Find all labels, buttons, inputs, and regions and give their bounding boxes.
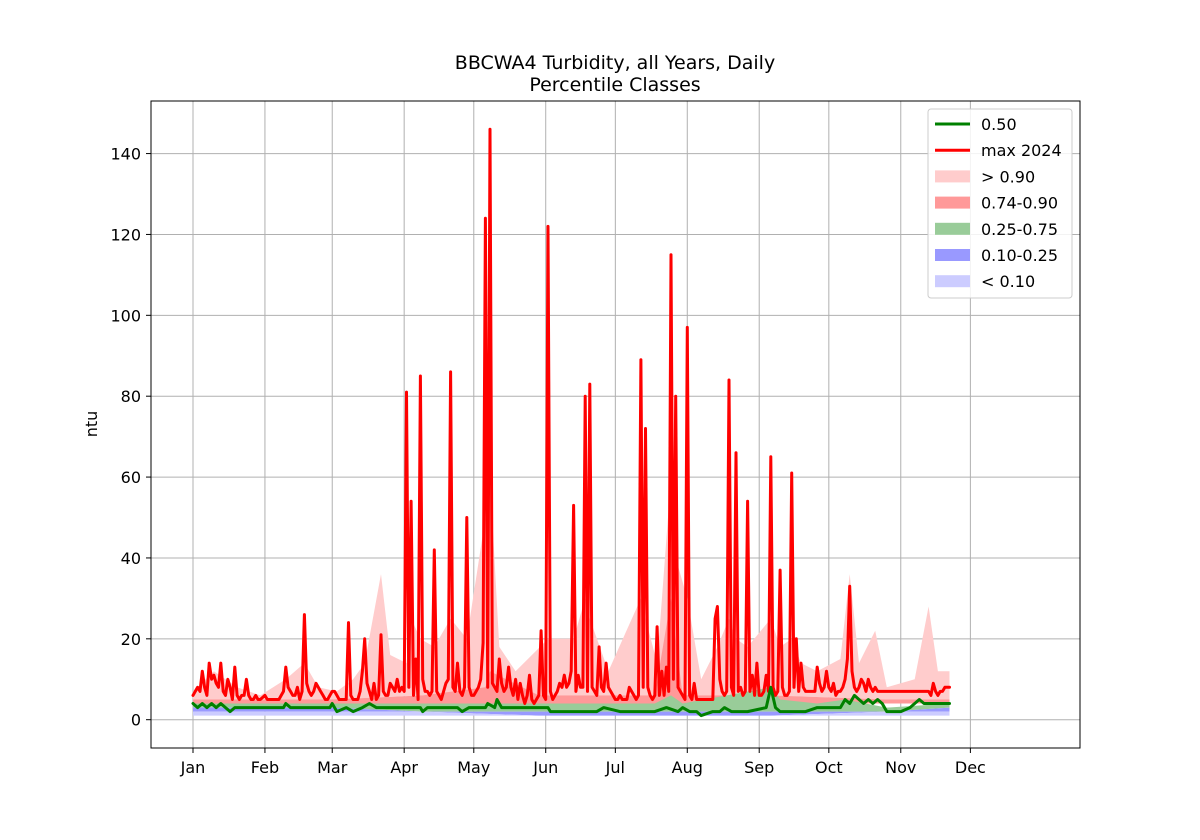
series-line-0-50 [191,685,951,718]
legend-label-0-74-0-90: 0.74-0.90 [981,194,1058,213]
x-tick-label-aug: Aug [672,758,703,777]
y-tick-label-140: 140 [110,145,141,164]
legend-label-max-2024: max 2024 [981,141,1062,160]
plot-frame [150,100,1081,749]
chart-title: BBCWA4 Turbidity, all Years, Daily [455,52,775,74]
x-tick-label-jun: Jun [532,758,558,777]
legend-label-0-90: > 0.90 [981,167,1035,186]
x-tick-label-may: May [457,758,490,777]
x-tick-label-jan: Jan [180,758,206,777]
legend-label-0-25-0-75: 0.25-0.75 [981,220,1058,239]
grid-lines [151,101,1080,748]
y-tick-label-40: 40 [121,549,141,568]
legend-swatch-0-10 [935,275,970,288]
x-tick-label-apr: Apr [390,758,418,777]
legend-swatch-0-90 [935,170,970,183]
y-tick-label-100: 100 [110,306,141,325]
legend: 0.50 max 2024 > 0.90 0.74-0.90 0.25-0.75 0.10… [927,108,1073,299]
y-tick-label-80: 80 [121,387,141,406]
legend-label-0-50: 0.50 [981,115,1017,134]
x-tick-label-mar: Mar [317,758,348,777]
y-tick-label-60: 60 [121,468,141,487]
legend-swatch-0-10-0-25 [935,249,970,261]
legend-label-0-10: < 0.10 [981,272,1035,291]
chart-subtitle: Percentile Classes [529,74,700,96]
axis-ticks: Jan Feb Mar Apr May Jun Jul Aug Sep Oct Nov Dec 0 20 4… [110,145,985,777]
y-axis-label: ntu [82,411,101,438]
x-tick-label-dec: Dec [955,758,986,777]
series-line-max-2024 [191,127,951,705]
series-lines [191,127,951,718]
y-tick-label-20: 20 [121,630,141,649]
x-tick-label-oct: Oct [815,758,843,777]
legend-label-0-10-0-25: 0.10-0.25 [981,246,1058,265]
y-tick-label-120: 120 [110,225,141,244]
y-tick-label-0: 0 [131,711,141,730]
x-tick-label-sep: Sep [744,758,774,777]
legend-swatch-0-25-0-75 [935,222,970,235]
x-tick-label-feb: Feb [251,758,279,777]
legend-swatch-0-74-0-90 [935,196,970,209]
band-0-10 [193,711,950,716]
x-tick-label-jul: Jul [605,758,625,777]
x-tick-label-nov: Nov [885,758,916,777]
